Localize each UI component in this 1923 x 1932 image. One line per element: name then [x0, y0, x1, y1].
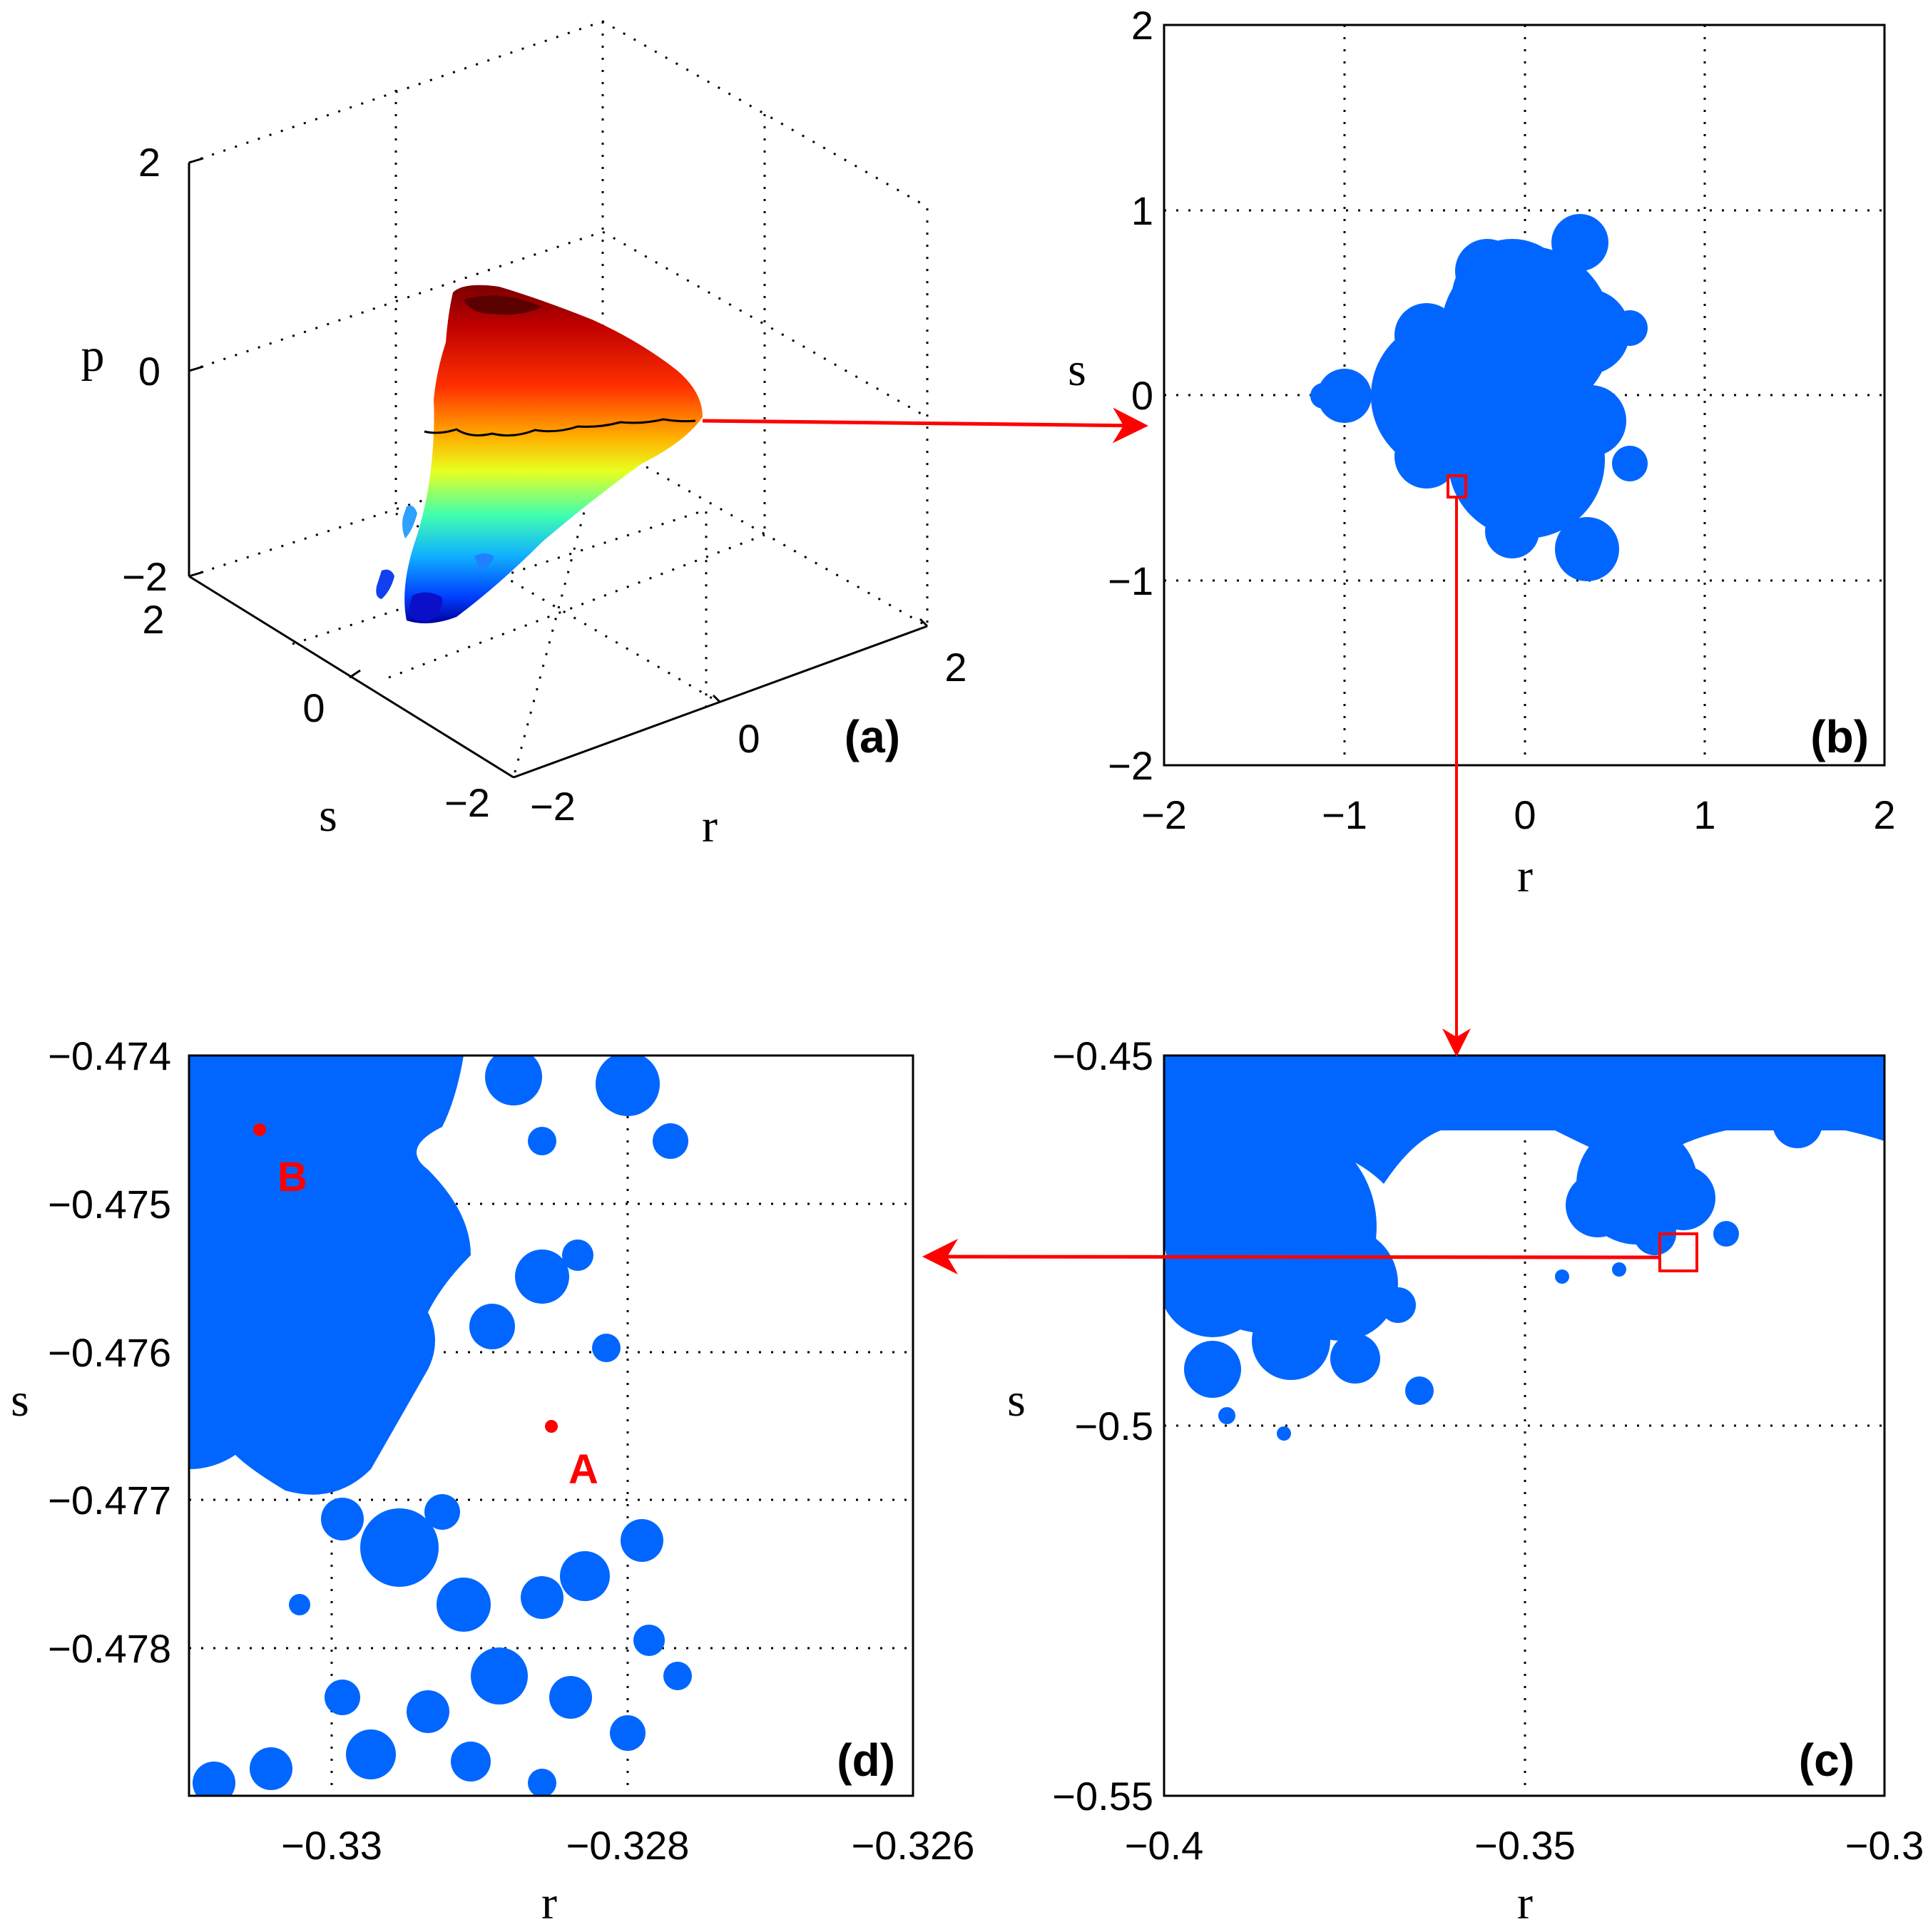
panel-b-x-tick: −1 [1322, 792, 1367, 837]
panel-a-x-tick: 0 [738, 716, 760, 761]
panel-a-ylabel: s [319, 789, 337, 842]
panel-b-x-tick: 1 [1693, 792, 1715, 837]
panel-a-z-tick: −2 [122, 554, 168, 599]
panel-a-surface [376, 285, 703, 623]
panel-d-y-tick: −0.477 [48, 1478, 171, 1523]
panel-d-x-tick: −0.326 [852, 1823, 975, 1868]
panel-b-y-tick: −1 [1108, 558, 1153, 603]
panel-c-xlabel: r [1517, 1877, 1533, 1929]
panel-c-grid [1164, 1056, 1884, 1796]
panel-a-x-tick: −2 [530, 784, 576, 829]
panel-d-marker-B: B [253, 1123, 307, 1200]
panel-b-y-tick: 2 [1131, 3, 1153, 48]
panel-c-ylabel: s [1007, 1374, 1026, 1426]
panel-b-x-tick: −2 [1141, 792, 1187, 837]
panel-b-frame [1163, 24, 1886, 767]
panel-c-y-tick: −0.45 [1052, 1033, 1153, 1078]
point-label-A: A [568, 1446, 598, 1493]
panel-b-y-tick: −2 [1108, 743, 1153, 788]
panel-b-x-tick: 0 [1514, 792, 1536, 837]
panel-b-y-tick: 1 [1131, 188, 1153, 233]
panel-d-y-tick: −0.474 [48, 1033, 171, 1078]
panel-a-z-tick: 2 [138, 140, 160, 185]
panel-d-ylabel: s [11, 1374, 29, 1426]
point-label-B: B [277, 1154, 307, 1200]
panel-c-y-tick: −0.5 [1074, 1404, 1153, 1448]
panel-d-marker-A: A [545, 1420, 598, 1493]
panel-b-x-tick: 2 [1873, 792, 1895, 837]
panel-d-x-tick: −0.33 [281, 1823, 382, 1868]
panel-d-set [189, 1056, 692, 1796]
panel-d-y-tick: −0.478 [48, 1626, 171, 1671]
panel-c-x-tick: −0.4 [1125, 1823, 1204, 1868]
panel-d-x-tick: −0.328 [566, 1823, 690, 1868]
panel-c-set [1164, 1056, 1884, 1441]
panel-a-xlabel: r [702, 800, 718, 852]
panel-d-label: (d) [837, 1734, 895, 1786]
panel-c-x-tick: −0.3 [1845, 1823, 1923, 1868]
panel-a-y-tick: 0 [302, 685, 325, 730]
panel-b: 2 1 0 −1 −2 −2 −1 0 1 2 s r (b) [1068, 3, 1895, 902]
panel-a-y-tick: −2 [444, 780, 490, 825]
panel-b-label: (b) [1810, 711, 1869, 762]
panel-c: −0.45 −0.5 −0.55 −0.4 −0.35 −0.3 s r (c) [1007, 1033, 1923, 1929]
panel-c-x-tick: −0.35 [1474, 1823, 1576, 1868]
panel-b-y-tick: 0 [1131, 373, 1153, 418]
connector-arrows [702, 407, 1661, 1275]
panel-d-y-tick: −0.476 [48, 1330, 171, 1375]
panel-b-grid [1164, 25, 1884, 765]
panel-d: B A −0.474 −0.475 −0.476 −0.477 −0.478 −… [11, 1033, 974, 1929]
panel-d-xlabel: r [541, 1877, 557, 1929]
panel-c-label: (c) [1799, 1734, 1855, 1786]
panel-c-frame [1163, 1054, 1886, 1797]
panel-d-y-tick: −0.475 [48, 1182, 171, 1227]
panel-b-ylabel: s [1068, 344, 1086, 396]
arrow-a-to-b [702, 407, 1148, 444]
panel-a-label: (a) [845, 711, 900, 762]
panel-b-xlabel: r [1517, 850, 1533, 902]
panel-a-zlabel: p [81, 329, 105, 382]
panel-c-zoom-box [1658, 1232, 1698, 1272]
panel-c-y-tick: −0.55 [1052, 1774, 1153, 1819]
panel-d-frame [188, 1054, 914, 1797]
panel-a-z-tick: 0 [138, 349, 160, 394]
panel-a: 2 0 −2 2 0 −2 −2 0 2 p s r (a) [81, 20, 967, 852]
panel-a-y-tick: 2 [142, 597, 164, 642]
panel-b-set [1310, 214, 1648, 581]
panel-a-x-tick: 2 [944, 645, 966, 690]
